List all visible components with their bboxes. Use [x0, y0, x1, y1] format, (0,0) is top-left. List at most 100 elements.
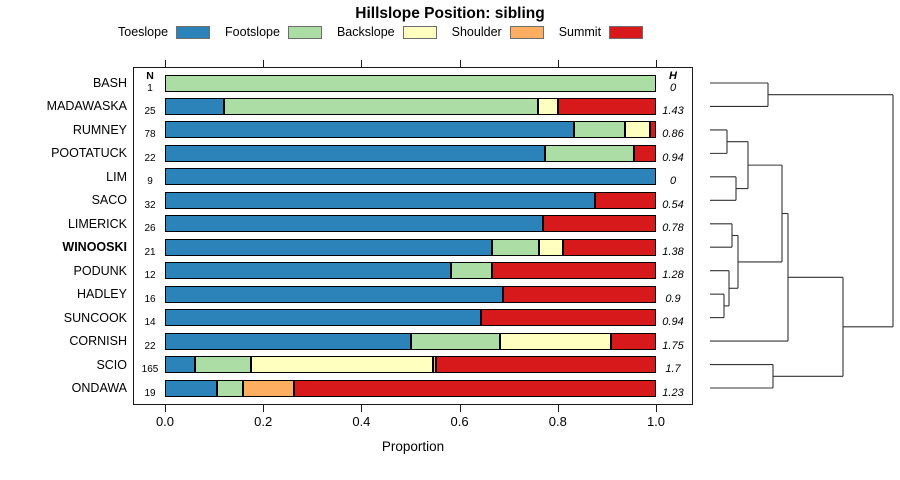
bar-segment-backslope	[538, 97, 558, 115]
row-label-limerick: LIMERICK	[67, 216, 127, 231]
legend-swatch	[402, 25, 437, 39]
legend-swatch	[176, 25, 211, 39]
bar-segment-toeslope	[165, 168, 656, 186]
row-label-hadley: HADLEY	[76, 287, 127, 302]
bar-segment-footslope	[216, 379, 243, 397]
bar-segment-footslope	[574, 121, 625, 139]
h-value: 0	[669, 81, 677, 94]
axis-tick	[459, 405, 461, 412]
row-label-scio: SCIO	[96, 357, 127, 372]
x-tick-label: 0.4	[352, 414, 371, 429]
x-tick-label: 0.8	[548, 414, 567, 429]
bar-segment-footslope	[544, 144, 634, 162]
bar-segment-toeslope	[165, 332, 411, 350]
axis-tick	[263, 405, 265, 412]
row-label-lim: LIM	[106, 169, 127, 184]
plot-area	[133, 67, 693, 405]
h-value: 0.78	[662, 222, 684, 235]
bar-segment-summit	[542, 215, 656, 233]
n-value: 32	[144, 199, 156, 211]
chart-title: Hillslope Position: sibling	[355, 5, 545, 22]
row-label-cornish: CORNISH	[69, 334, 127, 349]
h-value: 0.54	[662, 198, 684, 211]
n-value: 165	[141, 364, 159, 376]
legend-label: Toeslope	[118, 25, 169, 39]
n-value: 9	[147, 176, 153, 188]
bar-segment-toeslope	[165, 191, 595, 209]
bar-segment-summit	[436, 356, 656, 374]
h-value: 0	[669, 175, 677, 188]
axis-tick	[459, 60, 461, 67]
legend-item-toeslope: Toeslope	[118, 25, 211, 39]
axis-tick	[361, 60, 363, 67]
bar-segment-toeslope	[165, 262, 452, 280]
h-value: 0.94	[662, 316, 684, 329]
bar-segment-summit	[562, 238, 656, 256]
bar-segment-footslope	[492, 238, 540, 256]
h-value: 1.7	[665, 363, 681, 376]
bar-segment-backslope	[539, 238, 563, 256]
row-label-saco: SACO	[91, 193, 127, 208]
bar-segment-summit	[611, 332, 656, 350]
h-value: 1.75	[662, 339, 684, 352]
bar-segment-toeslope	[165, 379, 217, 397]
bar-segment-toeslope	[165, 97, 224, 115]
bar-segment-toeslope	[165, 215, 543, 233]
legend-swatch	[609, 25, 644, 39]
bar-segment-toeslope	[165, 238, 493, 256]
axis-tick	[361, 405, 363, 412]
bar-segment-backslope	[624, 121, 650, 139]
bar-segment-summit	[633, 144, 656, 162]
row-label-podunk: PODUNK	[73, 263, 127, 278]
bar-segment-summit	[594, 191, 656, 209]
axis-tick	[557, 60, 559, 67]
n-value: 25	[144, 105, 156, 117]
h-value: 1.28	[662, 269, 684, 282]
x-tick-label: 1.0	[646, 414, 666, 429]
legend-item-footslope: Footslope	[225, 25, 322, 39]
h-value: 1.23	[662, 386, 684, 399]
bar-segment-summit	[480, 309, 656, 327]
axis-tick	[656, 405, 657, 412]
legend-item-backslope: Backslope	[337, 25, 437, 39]
row-label-suncook: SUNCOOK	[63, 310, 127, 325]
axis-tick	[656, 60, 657, 67]
bar-segment-shoulder	[433, 356, 437, 374]
bar-segment-toeslope	[165, 144, 545, 162]
bar-segment-summit	[492, 262, 656, 280]
bar-segment-summit	[502, 285, 656, 303]
legend-swatch	[509, 25, 544, 39]
legend-label: Shoulder	[451, 25, 502, 39]
legend-item-summit: Summit	[559, 25, 644, 39]
legend-label: Backslope	[336, 25, 395, 39]
bar-segment-footslope	[410, 332, 500, 350]
axis-tick	[165, 405, 166, 412]
axis-tick	[263, 60, 265, 67]
x-tick-label: 0.2	[254, 414, 273, 429]
row-label-winooski: WINOOSKI	[62, 240, 127, 255]
bar-segment-footslope	[451, 262, 492, 280]
bar-segment-toeslope	[165, 309, 481, 327]
x-tick-label: 0.6	[450, 414, 469, 429]
bar-segment-toeslope	[165, 356, 195, 374]
bar-segment-shoulder	[242, 379, 295, 397]
n-column-header: N	[146, 70, 154, 82]
axis-tick	[557, 405, 559, 412]
n-value: 1	[147, 82, 153, 94]
n-value: 19	[144, 387, 156, 399]
n-value: 26	[144, 223, 156, 235]
bar-segment-toeslope	[165, 285, 503, 303]
n-value: 22	[144, 152, 156, 164]
h-value: 0.94	[662, 151, 684, 164]
n-value: 16	[144, 293, 156, 305]
legend-swatch	[287, 25, 322, 39]
row-label-madawaska: MADAWASKA	[46, 99, 127, 114]
bar-segment-footslope	[165, 74, 656, 92]
h-value: 0.9	[665, 292, 681, 305]
n-value: 22	[144, 340, 156, 352]
row-label-pootatuck: POOTATUCK	[51, 146, 127, 161]
bar-segment-toeslope	[165, 121, 574, 139]
n-value: 14	[144, 317, 156, 329]
h-value: 1.38	[662, 245, 684, 258]
